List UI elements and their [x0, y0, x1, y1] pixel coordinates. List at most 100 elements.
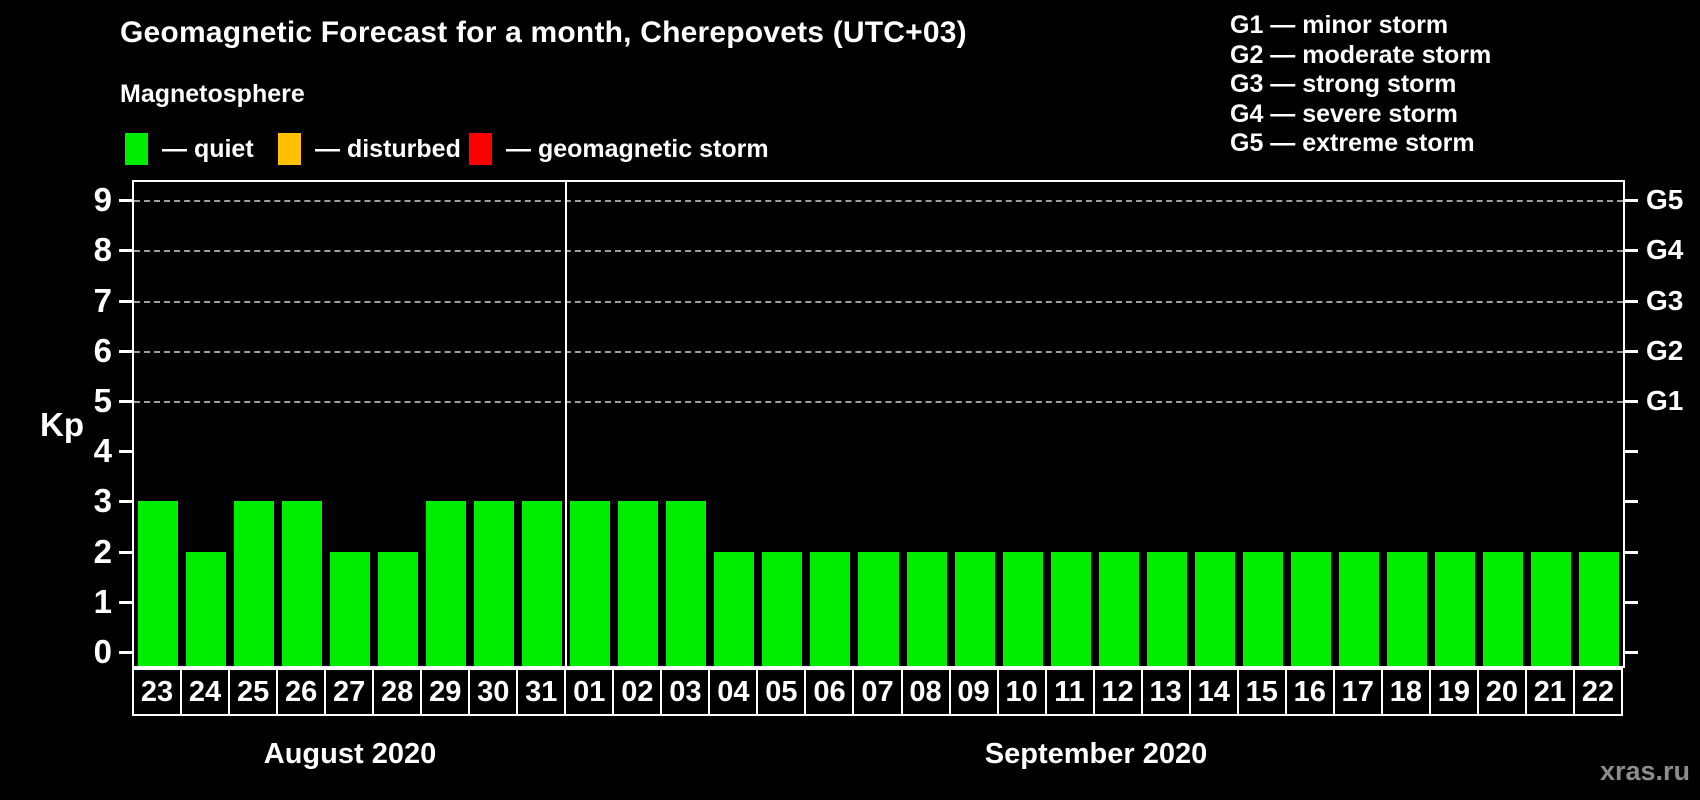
- storm-scale-g4: G4 — severe storm: [1230, 99, 1458, 128]
- right-tick-kp5: [1625, 400, 1638, 403]
- left-tick-kp4: [119, 450, 132, 454]
- kp-bar-day-08: [906, 551, 947, 666]
- legend-label-storm: — geomagnetic storm: [506, 134, 769, 163]
- right-tick-kp2: [1625, 550, 1638, 554]
- legend-item-quiet: — quiet: [124, 132, 254, 166]
- right-tick-kp4: [1625, 450, 1638, 454]
- kp-bar-day-14: [1194, 551, 1235, 666]
- day-label-22: 22: [1572, 668, 1623, 716]
- kp-bar-day-12: [1098, 551, 1139, 666]
- left-tick-kp9: [119, 199, 132, 203]
- kp-tick-label-0: 0: [93, 633, 112, 670]
- kp-bar-day-31: [522, 501, 563, 666]
- day-label-26: 26: [276, 668, 327, 716]
- storm-color-swatch: [468, 132, 493, 166]
- day-label-13: 13: [1140, 668, 1191, 716]
- right-tick-kp0: [1625, 651, 1638, 654]
- day-label-24: 24: [180, 668, 231, 716]
- kp-bar-day-15: [1242, 551, 1283, 666]
- day-label-23: 23: [132, 668, 183, 716]
- kp-bar-day-28: [378, 551, 419, 666]
- day-label-31: 31: [516, 668, 567, 716]
- kp-bar-day-10: [1002, 551, 1043, 666]
- kp-bar-day-24: [186, 551, 227, 666]
- kp-bar-day-20: [1482, 551, 1523, 666]
- storm-scale-g3: G3 — strong storm: [1230, 70, 1457, 98]
- legend-item-disturbed: — disturbed: [277, 132, 461, 166]
- kp-bar-day-03: [666, 501, 707, 666]
- day-label-20: 20: [1476, 668, 1527, 716]
- day-label-14: 14: [1188, 668, 1239, 716]
- watermark: xras.ru: [1599, 756, 1690, 786]
- right-tick-kp7: [1625, 299, 1638, 303]
- gridline-kp6: [134, 350, 1623, 353]
- kp-bar-day-07: [858, 551, 899, 666]
- day-label-21: 21: [1524, 668, 1575, 716]
- kp-bar-day-18: [1386, 551, 1427, 666]
- day-label-28: 28: [372, 668, 423, 716]
- kp-tick-label-1: 1: [93, 582, 112, 620]
- day-label-25: 25: [228, 668, 279, 716]
- kp-bar-day-23: [138, 501, 179, 666]
- day-label-15: 15: [1236, 668, 1287, 716]
- day-label-11: 11: [1044, 668, 1095, 716]
- gridline-kp5: [134, 401, 1623, 403]
- legend-label-quiet: — quiet: [162, 134, 254, 163]
- right-tick-kp6: [1625, 349, 1638, 353]
- kp-bar-day-17: [1338, 551, 1379, 666]
- kp-tick-label-7: 7: [93, 281, 112, 319]
- kp-bar-day-29: [426, 501, 467, 666]
- kp-axis-title: Kp: [40, 406, 84, 443]
- left-tick-kp0: [119, 651, 132, 654]
- gridline-kp8: [134, 250, 1623, 253]
- day-label-27: 27: [324, 668, 375, 716]
- left-tick-kp2: [119, 550, 132, 554]
- kp-bar-day-04: [714, 551, 755, 666]
- g-scale-label-g5: G5: [1646, 184, 1684, 216]
- kp-bar-day-21: [1530, 551, 1571, 666]
- day-label-08: 08: [900, 668, 951, 716]
- storm-scale-legend: G1 — minor storm G2 — moderate storm G3 …: [1230, 11, 1491, 159]
- day-label-03: 03: [660, 668, 711, 716]
- month-separator: [565, 182, 568, 666]
- month-label-september: September 2020: [984, 738, 1208, 770]
- right-tick-kp3: [1625, 500, 1638, 504]
- kp-bar-day-16: [1290, 551, 1331, 666]
- day-label-19: 19: [1428, 668, 1479, 716]
- day-label-04: 04: [708, 668, 759, 716]
- kp-bar-day-25: [234, 501, 275, 666]
- day-label-29: 29: [420, 668, 471, 716]
- kp-bar-day-06: [810, 551, 851, 666]
- left-tick-kp6: [119, 349, 132, 353]
- day-label-18: 18: [1380, 668, 1431, 716]
- kp-bar-day-27: [330, 551, 371, 666]
- storm-scale-g2: G2 — moderate storm: [1230, 40, 1492, 69]
- magnetosphere-label: Magnetosphere: [120, 80, 305, 108]
- left-tick-kp3: [119, 500, 132, 504]
- kp-tick-label-2: 2: [93, 532, 112, 570]
- left-tick-kp7: [119, 299, 132, 303]
- plot-area: [132, 180, 1625, 668]
- day-label-30: 30: [468, 668, 519, 716]
- kp-tick-label-4: 4: [93, 432, 112, 470]
- day-label-09: 09: [948, 668, 999, 716]
- left-tick-kp8: [119, 249, 132, 253]
- g-scale-label-g1: G1: [1646, 385, 1684, 416]
- day-label-12: 12: [1092, 668, 1143, 716]
- g-scale-label-g3: G3: [1646, 284, 1684, 316]
- month-label-august: August 2020: [263, 738, 437, 770]
- day-label-02: 02: [612, 668, 663, 716]
- gridline-kp7: [134, 300, 1623, 303]
- kp-bar-day-22: [1578, 551, 1619, 666]
- gridline-kp9: [134, 200, 1623, 203]
- legend-label-disturbed: — disturbed: [315, 134, 461, 163]
- quiet-color-swatch: [124, 132, 149, 166]
- disturbed-color-swatch: [277, 132, 302, 166]
- chart-title: Geomagnetic Forecast for a month, Cherep…: [120, 16, 967, 49]
- right-tick-kp1: [1625, 600, 1638, 604]
- day-label-17: 17: [1332, 668, 1383, 716]
- day-label-16: 16: [1284, 668, 1335, 716]
- left-tick-kp1: [119, 600, 132, 604]
- storm-scale-g5: G5 — extreme storm: [1230, 129, 1475, 157]
